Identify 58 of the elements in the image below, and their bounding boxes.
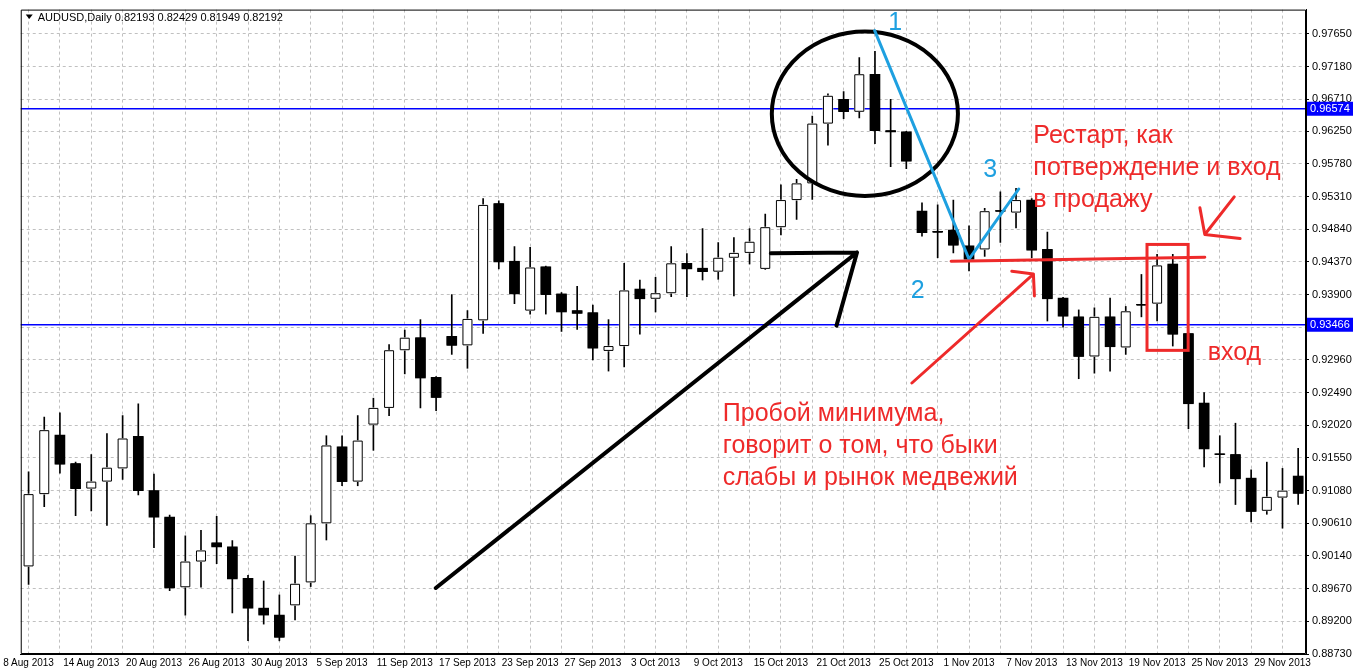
x-tick-label: 26 Aug 2013 — [188, 656, 246, 668]
y-tick-label: 0.90140 — [1312, 549, 1352, 562]
y-tick-label: 0.91550 — [1312, 451, 1352, 463]
x-tick-label: 7 Nov 2013 — [1006, 656, 1058, 668]
y-tick-label: 0.89670 — [1312, 581, 1352, 594]
x-tick-label: 25 Oct 2013 — [879, 656, 934, 668]
x-tick-label: 15 Oct 2013 — [753, 656, 809, 668]
x-tick-label: 17 Sep 2013 — [439, 656, 497, 668]
candlestick — [728, 237, 740, 297]
x-tick-label: 27 Sep 2013 — [564, 656, 622, 668]
x-tick-label: 8 Aug 2013 — [3, 656, 55, 668]
y-tick-label: 0.89200 — [1312, 614, 1352, 627]
ref-line-label: 0.96574 — [1310, 102, 1350, 115]
x-tick-label: 21 Oct 2013 — [816, 656, 872, 668]
y-tick-label: 0.95780 — [1312, 156, 1352, 169]
annotation: 3 — [983, 153, 998, 185]
x-tick-label: 30 Aug 2013 — [251, 656, 308, 668]
y-tick-label: 0.94840 — [1312, 222, 1352, 235]
candlestick — [85, 454, 97, 512]
y-tick-label: 0.95310 — [1312, 189, 1352, 202]
x-tick-label: 11 Sep 2013 — [376, 656, 434, 668]
candlestick — [101, 433, 113, 526]
y-tick-label: 0.91080 — [1312, 483, 1352, 496]
x-tick-label: 3 Oct 2013 — [631, 656, 681, 668]
x-tick-label: 14 Aug 2013 — [63, 656, 120, 668]
annotation: вход — [1207, 335, 1262, 367]
x-tick-label: 29 Nov 2013 — [1254, 656, 1312, 668]
candlestick — [446, 294, 458, 355]
x-tick-label: 23 Sep 2013 — [501, 656, 559, 668]
x-tick-label: 25 Nov 2013 — [1191, 656, 1249, 668]
x-tick-label: 9 Oct 2013 — [693, 656, 744, 668]
candlestick — [634, 279, 646, 335]
candlestick — [195, 529, 207, 588]
x-tick-label: 13 Nov 2013 — [1066, 656, 1124, 668]
ref-line-label: 0.93466 — [1310, 318, 1350, 331]
y-tick-label: 0.97180 — [1312, 59, 1352, 72]
y-tick-label: 0.90610 — [1312, 516, 1352, 529]
annotation: 2 — [910, 273, 925, 305]
y-tick-label: 0.92020 — [1312, 418, 1352, 431]
y-tick-label: 0.92490 — [1312, 385, 1352, 398]
x-tick-label: 20 Aug 2013 — [125, 656, 183, 668]
y-tick-label: 0.96710 — [1312, 92, 1352, 105]
annotation: 1 — [888, 5, 903, 37]
y-tick-label: 0.88730 — [1312, 647, 1352, 660]
x-tick-label: 19 Nov 2013 — [1128, 656, 1186, 668]
candlestick — [681, 253, 693, 298]
y-tick-label: 0.93900 — [1312, 287, 1352, 300]
y-tick-label: 0.92960 — [1312, 352, 1352, 365]
annotation: Пробой минимума, говорит о том, что быки слабы и рынок медвежий — [722, 396, 1018, 492]
chart-title: AUDUSD,Daily 0.82193 0.82429 0.81949 0.82192 — [37, 10, 283, 24]
y-tick-label: 0.94370 — [1312, 254, 1352, 267]
y-tick-label: 0.96250 — [1312, 124, 1352, 137]
candlestick — [258, 580, 270, 625]
annotation: Рестарт, как потверждение и вход в продажу — [1033, 118, 1281, 214]
candlestick — [571, 285, 583, 330]
x-tick-label: 1 Nov 2013 — [943, 656, 996, 668]
x-tick-label: 5 Sep 2013 — [316, 656, 369, 668]
y-tick-label: 0.97650 — [1312, 26, 1352, 39]
